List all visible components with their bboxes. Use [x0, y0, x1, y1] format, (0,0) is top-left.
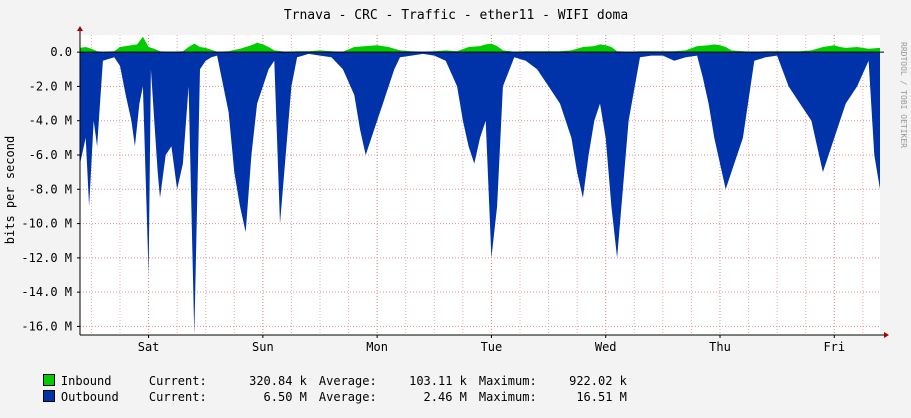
outbound-swatch: [42, 390, 55, 402]
y-tick-label: -6.0 M: [29, 148, 72, 162]
x-tick-label: Mon: [366, 340, 388, 354]
y-tick-labels: 0.0 -2.0 M -4.0 M -6.0 M -8.0 M -10.0 M -12.0 …: [21, 45, 80, 333]
legend-maximum-label: Maximum:: [478, 374, 537, 388]
x-tick-label: Sun: [252, 340, 274, 354]
series-areas: [80, 36, 880, 336]
x-axis-arrow: [884, 332, 889, 338]
legend-current-label: Current:: [148, 374, 207, 388]
x-tick-labels: Sat Sun Mon Tue Wed Thu Fri: [138, 335, 845, 354]
rrd-graph: Trnava - CRC - Traffic - ether11 - WIFI …: [3, 8, 908, 404]
legend-maximum-value: 922.02 k: [569, 374, 627, 388]
y-tick-label: 0.0: [50, 45, 72, 59]
y-tick-label: -10.0 M: [21, 217, 72, 231]
chart-title: Trnava - CRC - Traffic - ether11 - WIFI …: [284, 8, 628, 23]
x-tick-label: Tue: [481, 340, 503, 354]
y-tick-label: -12.0 M: [21, 251, 72, 265]
legend-row-inbound: Inbound Current: 320.84 k Average: 103.11 k M…: [14, 360, 627, 402]
y-tick-label: -2.0 M: [29, 79, 72, 93]
legend-maximum-value: 16.51 M: [576, 390, 627, 404]
x-tick-label: Sat: [138, 340, 160, 354]
traffic-chart: Trnava - CRC - Traffic - ether11 - WIFI …: [3, 8, 908, 354]
legend-label: Outbound: [60, 390, 119, 404]
legend-current-value: 6.50 M: [263, 390, 307, 404]
inbound-swatch: [42, 374, 55, 386]
y-axis-label: bits per second: [3, 136, 17, 244]
x-tick-label: Fri: [823, 340, 845, 354]
axes: [77, 26, 889, 338]
watermark-text: RRDTOOL / TOBI OETIKER: [899, 42, 908, 148]
y-axis-arrow: [77, 26, 83, 31]
legend-maximum-label: Maximum:: [478, 390, 537, 404]
legend-label: Inbound: [60, 374, 112, 388]
y-tick-label: -4.0 M: [29, 114, 72, 128]
legend-row-outbound: Outbound Current: 6.50 M Average: 2.46 M Maxi…: [14, 376, 627, 418]
y-tick-label: -8.0 M: [29, 182, 72, 196]
legend-current-label: Current:: [148, 390, 207, 404]
legend-average-label: Average:: [318, 374, 377, 388]
legend-average-label: Average:: [318, 390, 377, 404]
legend-average-value: 103.11 k: [409, 374, 467, 388]
x-tick-label: Thu: [709, 340, 731, 354]
legend-average-value: 2.46 M: [423, 390, 467, 404]
y-tick-label: -14.0 M: [21, 285, 72, 299]
x-tick-label: Wed: [595, 340, 617, 354]
series-area-inbound: [80, 36, 880, 53]
legend-current-value: 320.84 k: [249, 374, 307, 388]
series-area-outbound: [80, 52, 880, 336]
y-tick-label: -16.0 M: [21, 319, 72, 333]
